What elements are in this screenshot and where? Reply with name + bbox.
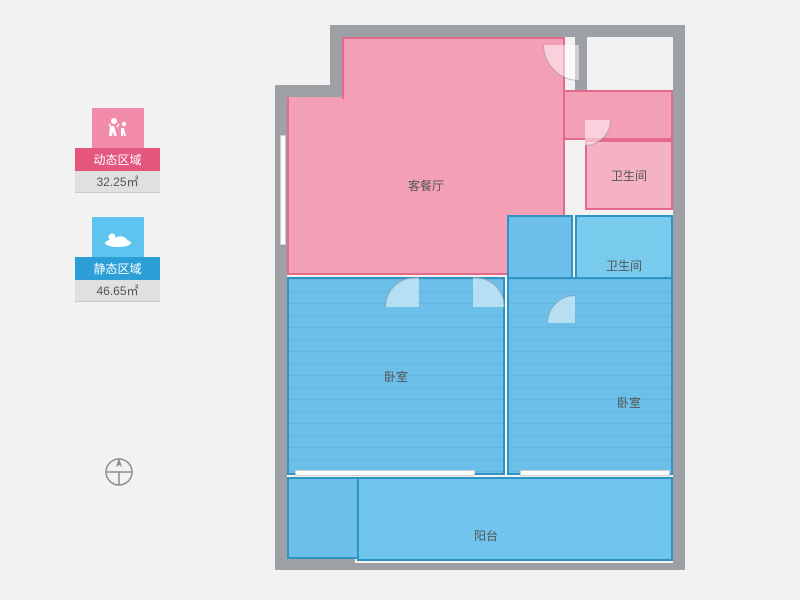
floor-plan: 客餐厅 卫生间 卫生间 卧室 卧室 阳台 — [275, 25, 695, 570]
legend-static-label: 静态区域 — [75, 257, 160, 280]
legend: 动态区域 32.25㎡ 静态区域 46.65㎡ — [75, 108, 160, 326]
room-living-label: 客餐厅 — [408, 177, 444, 194]
room-bath1-label: 卫生间 — [611, 167, 647, 184]
room-bath2-label: 卫生间 — [606, 257, 642, 274]
room-entry — [565, 90, 673, 140]
outer-wall — [355, 563, 685, 570]
legend-static: 静态区域 46.65㎡ — [75, 217, 160, 302]
room-balcony-label: 阳台 — [474, 527, 498, 544]
legend-dynamic-value: 32.25㎡ — [75, 171, 160, 193]
room-bedroom-right: 卧室 — [507, 277, 673, 475]
room-balcony: 阳台 — [357, 477, 673, 561]
room-living-upper — [342, 37, 565, 99]
outer-wall — [673, 25, 685, 570]
legend-static-tile — [92, 217, 144, 257]
people-icon — [104, 114, 132, 142]
legend-dynamic-tile — [92, 108, 144, 148]
room-bath1: 卫生间 — [585, 140, 673, 210]
window-bar — [520, 470, 670, 476]
room-bedroom-right-label: 卧室 — [617, 394, 641, 411]
legend-static-value: 46.65㎡ — [75, 280, 160, 302]
legend-dynamic-label: 动态区域 — [75, 148, 160, 171]
room-corridor — [507, 215, 573, 277]
outer-wall — [275, 85, 342, 97]
window-bar — [280, 135, 286, 245]
room-bedroom-left-label: 卧室 — [384, 368, 408, 385]
room-balcony-stub — [287, 477, 357, 559]
window-bar — [295, 470, 475, 476]
outer-wall — [275, 558, 355, 570]
wall-divider — [505, 279, 507, 475]
sleep-icon — [103, 226, 133, 248]
outer-wall — [330, 25, 685, 37]
compass-icon — [102, 455, 136, 494]
legend-dynamic: 动态区域 32.25㎡ — [75, 108, 160, 193]
